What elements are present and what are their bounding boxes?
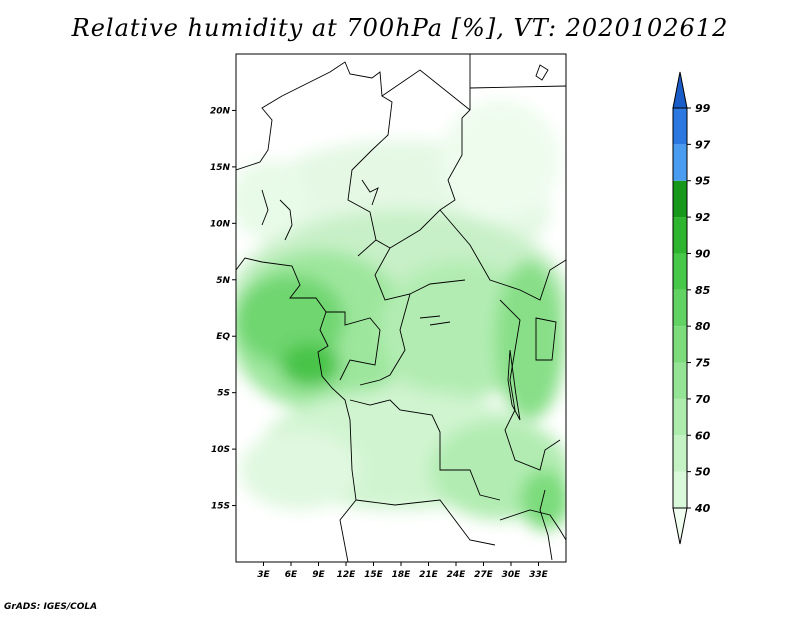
colorbar-label: 99 [695, 102, 711, 115]
colorbar-segment [673, 253, 687, 290]
colorbar-label: 97 [695, 138, 711, 151]
lon-tick-label: 12E [337, 570, 357, 580]
colorbar-label: 92 [695, 211, 711, 224]
humidity-field [236, 54, 566, 562]
colorbar-label: 85 [695, 284, 711, 297]
colorbar-label: 70 [695, 393, 711, 406]
lat-tick-label: 20N [210, 106, 231, 116]
latitude-axis: 20N 15N 10N 5N EQ 5S 10S 15S [210, 106, 236, 512]
lat-tick-label: 15S [211, 502, 230, 512]
colorbar-segment [673, 108, 687, 145]
lat-tick-label: 10N [210, 219, 231, 229]
longitude-axis: 3E 6E 9E 12E 15E 18E 21E 24E 27E 30E 33E [257, 562, 549, 580]
lat-tick-label: 5N [216, 276, 230, 286]
map-title: Relative humidity at 700hPa [%], VT: 202… [71, 14, 729, 42]
colorbar-label: 90 [695, 247, 711, 260]
colorbar-segment [673, 435, 687, 472]
colorbar-segment [673, 217, 687, 254]
colorbar-outline [672, 107, 688, 509]
colorbar-label: 95 [695, 175, 711, 188]
lon-tick-label: 24E [447, 570, 467, 580]
lat-tick-label: 10S [211, 445, 230, 455]
lon-tick-label: 33E [529, 570, 549, 580]
lat-tick-label: EQ [216, 332, 230, 342]
lat-tick-label: 5S [217, 389, 230, 399]
colorbar-label: 40 [694, 502, 711, 515]
colorbar: 40 50 60 70 75 80 85 90 92 95 97 99 [672, 71, 711, 545]
grads-credit: GrADS: IGES/COLA [4, 602, 98, 612]
colorbar-label: 75 [695, 357, 711, 370]
lon-tick-label: 6E [285, 570, 298, 580]
lon-tick-label: 15E [364, 570, 384, 580]
colorbar-segment [673, 398, 687, 436]
colorbar-label: 50 [695, 466, 711, 479]
lon-tick-label: 3E [257, 570, 270, 580]
lon-tick-label: 30E [502, 570, 522, 580]
lon-tick-label: 27E [474, 570, 494, 580]
colorbar-segment [673, 362, 687, 399]
lon-tick-label: 9E [312, 570, 325, 580]
colorbar-segment [673, 144, 687, 181]
colorbar-lower-arrow [672, 507, 688, 545]
colorbar-label: 80 [695, 320, 711, 333]
country-borders [236, 54, 566, 562]
colorbar-upper-arrow [672, 71, 688, 109]
lon-tick-label: 21E [419, 570, 439, 580]
lon-tick-label: 18E [392, 570, 412, 580]
colorbar-segment [673, 326, 687, 363]
lat-tick-label: 15N [210, 163, 231, 173]
colorbar-segment [673, 289, 687, 327]
colorbar-segment [673, 180, 687, 218]
colorbar-segment [673, 471, 687, 508]
colorbar-label: 60 [695, 429, 711, 442]
